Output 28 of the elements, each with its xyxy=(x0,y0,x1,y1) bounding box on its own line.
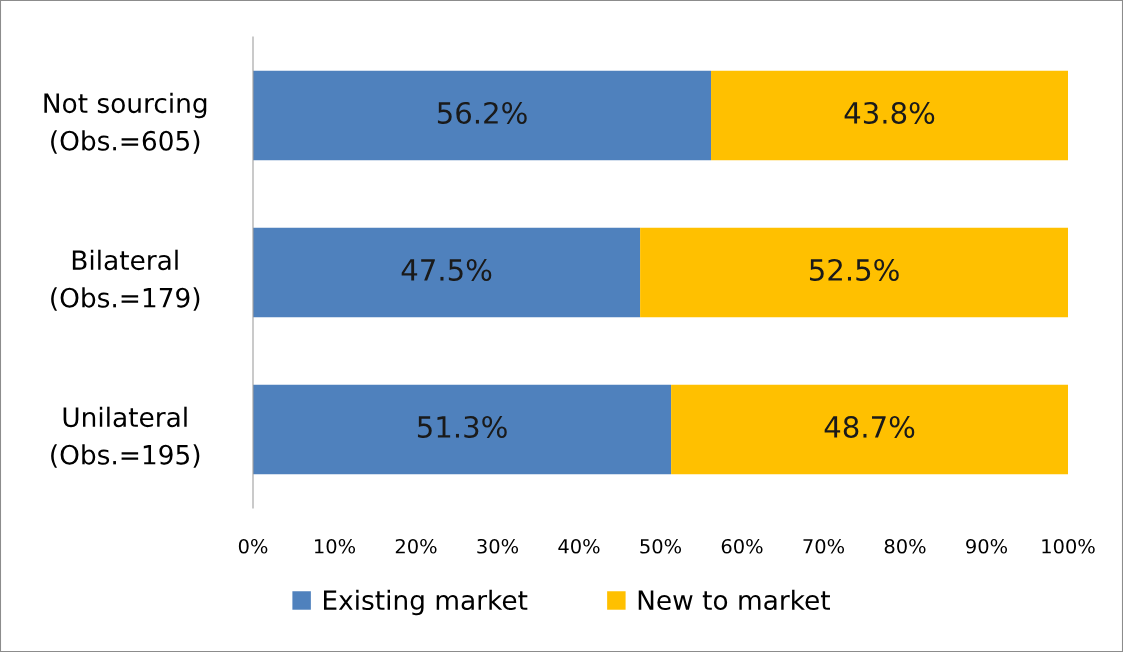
bar xyxy=(711,70,1068,161)
data-label: 43.8% xyxy=(844,101,935,124)
data-label: 47.5% xyxy=(401,258,492,281)
x-tick-label: 60% xyxy=(721,538,763,554)
x-tick-label: 100% xyxy=(1042,538,1095,554)
bar xyxy=(253,384,672,475)
legend-label: New to market xyxy=(638,589,830,611)
x-tick-label: 50% xyxy=(640,538,682,554)
x-tick-label: 40% xyxy=(558,538,600,554)
x-tick-label: 20% xyxy=(395,538,437,554)
data-label: 56.2% xyxy=(437,101,527,124)
x-tick-label: 90% xyxy=(966,538,1008,554)
legend-label: Existing market xyxy=(324,589,528,616)
data-label: 48.7% xyxy=(824,415,915,438)
x-tick-label: 30% xyxy=(477,538,519,554)
y-tick-label: Bilateral (Obs.=179) xyxy=(51,249,200,311)
bar xyxy=(640,227,1068,318)
y-tick-label: Not sourcing (Obs.=605) xyxy=(44,92,207,154)
x-tick-label: 10% xyxy=(315,538,356,554)
bar xyxy=(671,384,1068,475)
x-tick-label: 70% xyxy=(803,538,845,554)
data-label: 51.3% xyxy=(417,415,507,438)
bar xyxy=(253,70,712,161)
x-tick-label: 80% xyxy=(884,538,926,554)
bar xyxy=(253,227,641,318)
x-tick-label: 0% xyxy=(238,538,268,554)
data-label: 52.5% xyxy=(809,258,899,281)
y-tick-label: Unilateral (Obs.=195) xyxy=(51,406,200,468)
